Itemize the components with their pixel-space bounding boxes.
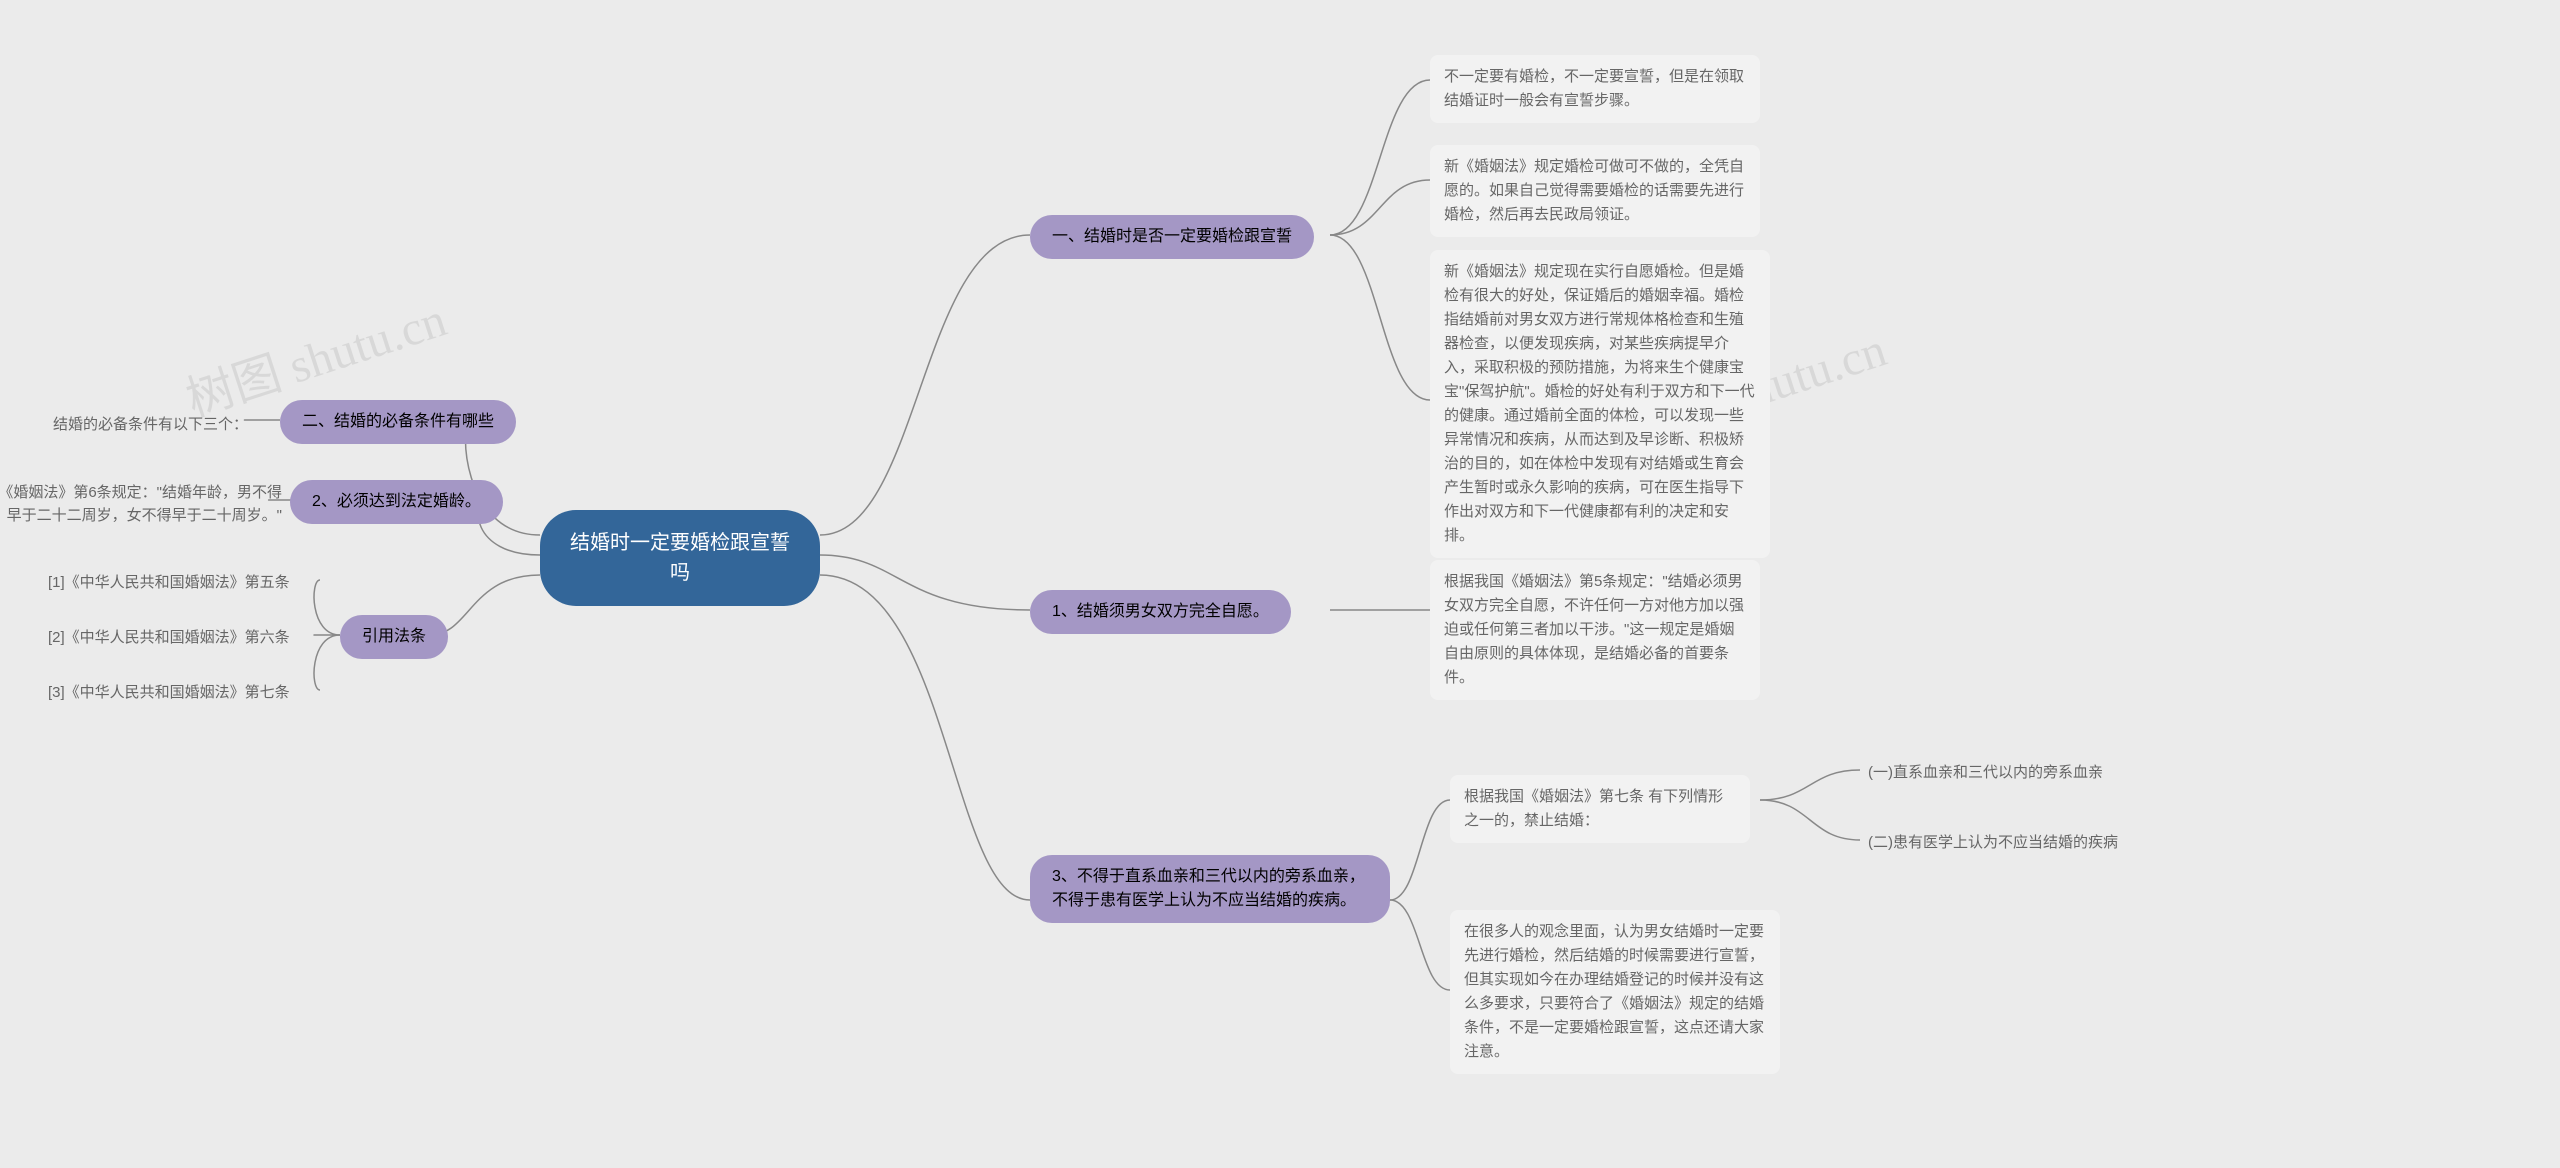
branch-law-refs[interactable]: 引用法条 bbox=[340, 615, 448, 659]
leaf-autonomy: 根据我国《婚姻法》第5条规定："结婚必须男女双方完全自愿，不许任何一方对他方加以… bbox=[1430, 560, 1760, 700]
leaf-law-2: [2]《中华人民共和国婚姻法》第六条 bbox=[40, 623, 298, 654]
leaf-1b: 新《婚姻法》规定婚检可做可不做的，全凭自愿的。如果自己觉得需要婚检的话需要先进行… bbox=[1430, 145, 1760, 237]
leaf-law-1: [1]《中华人民共和国婚姻法》第五条 bbox=[40, 568, 298, 599]
leaf-1a: 不一定要有婚检，不一定要宣誓，但是在领取结婚证时一般会有宣誓步骤。 bbox=[1430, 55, 1760, 123]
branch-autonomy[interactable]: 1、结婚须男女双方完全自愿。 bbox=[1030, 590, 1291, 634]
branch-section-2[interactable]: 二、结婚的必备条件有哪些 bbox=[280, 400, 516, 444]
leaf-prohibit-note: 在很多人的观念里面，认为男女结婚时一定要先进行婚检，然后结婚的时候需要进行宣誓，… bbox=[1450, 910, 1780, 1074]
branch-age[interactable]: 2、必须达到法定婚龄。 bbox=[290, 480, 503, 524]
leaf-1c: 新《婚姻法》规定现在实行自愿婚检。但是婚检有很大的好处，保证婚后的婚姻幸福。婚检… bbox=[1430, 250, 1770, 558]
leaf-2: 结婚的必备条件有以下三个： bbox=[45, 410, 256, 441]
branch-prohibit[interactable]: 3、不得于直系血亲和三代以内的旁系血亲，不得于患有医学上认为不应当结婚的疾病。 bbox=[1030, 855, 1390, 923]
branch-section-1[interactable]: 一、结婚时是否一定要婚检跟宣誓 bbox=[1030, 215, 1314, 259]
leaf-law-3: [3]《中华人民共和国婚姻法》第七条 bbox=[40, 678, 298, 709]
leaf-age: 《婚姻法》第6条规定："结婚年龄，男不得早于二十二周岁，女不得早于二十周岁。" bbox=[0, 478, 290, 531]
leaf-prohibit-head: 根据我国《婚姻法》第七条 有下列情形之一的，禁止结婚： bbox=[1450, 775, 1750, 843]
leaf-prohibit-a: (一)直系血亲和三代以内的旁系血亲 bbox=[1860, 758, 2111, 789]
connectors bbox=[0, 0, 2560, 1168]
root-node[interactable]: 结婚时一定要婚检跟宣誓吗 bbox=[540, 510, 820, 606]
leaf-prohibit-b: (二)患有医学上认为不应当结婚的疾病 bbox=[1860, 828, 2126, 859]
